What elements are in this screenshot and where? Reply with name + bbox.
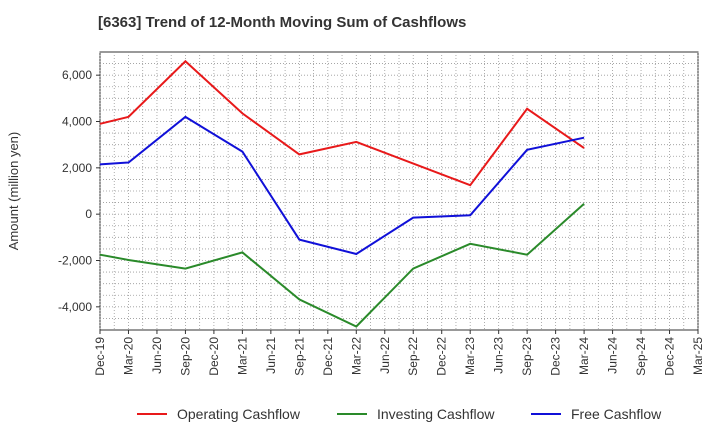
operating-cashflow-line xyxy=(99,59,585,187)
y-tick-label: 4,000 xyxy=(62,115,92,129)
x-tick-label: Mar-23 xyxy=(463,337,477,375)
x-tick-label: Mar-24 xyxy=(577,337,591,375)
x-tick-label: Dec-20 xyxy=(207,337,221,376)
investing-cashflow-legend-label: Investing Cashflow xyxy=(377,406,495,422)
x-tick-label: Sep-24 xyxy=(634,337,648,376)
y-tick-label: 2,000 xyxy=(62,161,92,175)
x-tick-label: Dec-22 xyxy=(435,337,449,376)
x-tick-label: Sep-23 xyxy=(520,337,534,376)
x-tick-label: Jun-21 xyxy=(264,337,278,374)
y-axis-label: Amount (million yen) xyxy=(6,132,21,251)
free-cashflow-line xyxy=(99,115,585,256)
x-tick-label: Sep-20 xyxy=(178,337,192,376)
operating-cashflow-legend-label: Operating Cashflow xyxy=(177,406,301,422)
x-tick-label: Sep-22 xyxy=(406,337,420,376)
investing-cashflow-line xyxy=(99,202,585,328)
x-tick-label: Sep-21 xyxy=(292,337,306,376)
x-tick-label: Dec-23 xyxy=(549,337,563,376)
series-lines xyxy=(99,59,585,328)
chart-title: [6363] Trend of 12-Month Moving Sum of C… xyxy=(98,14,467,31)
x-tick-label: Dec-19 xyxy=(93,337,107,376)
x-tick-label: Mar-25 xyxy=(691,337,705,375)
x-axis-ticks: Dec-19 Mar-20 Jun-20 Sep-20 Dec-20 Mar-21 Jun-… xyxy=(93,330,705,376)
horizontal-grid xyxy=(100,63,698,319)
x-tick-label: Jun-20 xyxy=(150,337,164,374)
x-tick-label: Jun-24 xyxy=(606,337,620,374)
y-axis-ticks: -4,000 -2,000 0 2,000 4,000 6,000 xyxy=(58,68,100,314)
free-cashflow-legend-label: Free Cashflow xyxy=(571,406,662,422)
y-tick-label: -4,000 xyxy=(58,300,92,314)
x-tick-label: Jun-23 xyxy=(492,337,506,374)
x-tick-label: Dec-21 xyxy=(321,337,335,376)
y-tick-label: 0 xyxy=(85,207,92,221)
x-tick-label: Mar-21 xyxy=(235,337,249,375)
x-tick-label: Dec-24 xyxy=(663,337,677,376)
legend: Operating Cashflow Investing Cashflow Free… xyxy=(137,406,662,422)
x-tick-label: Mar-22 xyxy=(349,337,363,375)
y-tick-label: 6,000 xyxy=(62,68,92,82)
x-tick-label: Jun-22 xyxy=(378,337,392,374)
x-tick-label: Mar-20 xyxy=(121,337,135,375)
y-tick-label: -2,000 xyxy=(58,254,92,268)
